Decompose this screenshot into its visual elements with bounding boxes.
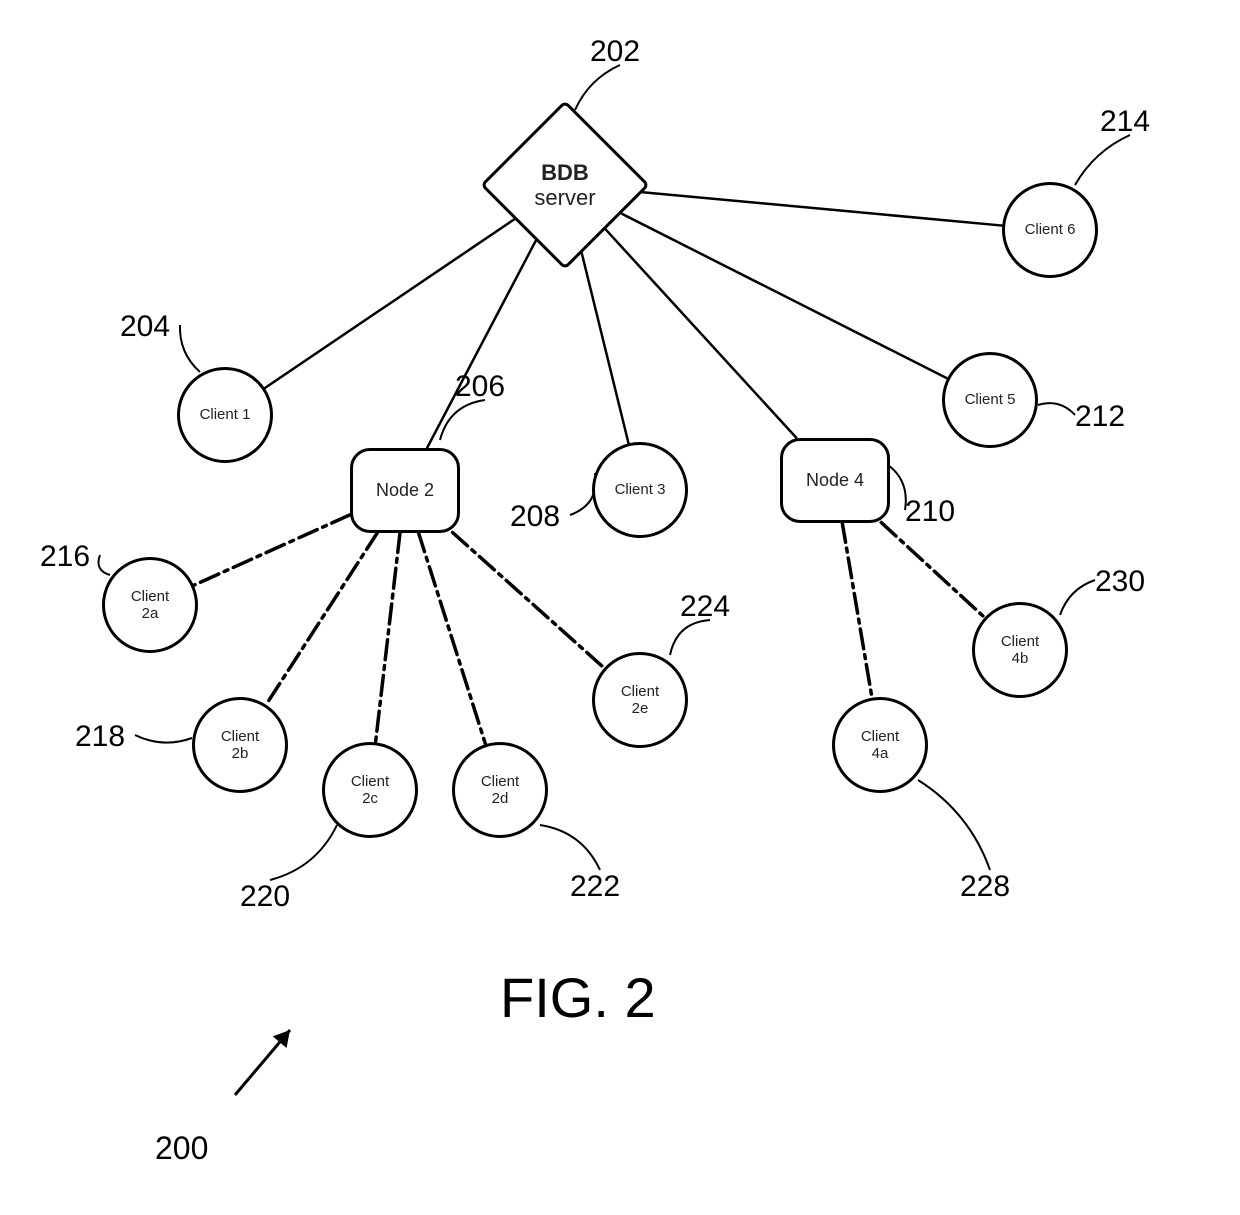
node-label-server: BDBserver — [534, 160, 595, 211]
callout-204: 204 — [120, 310, 170, 344]
node-client4a: Client 4a — [832, 697, 928, 793]
node-client5: Client 5 — [942, 352, 1038, 448]
node-label-client2d: Client 2d — [481, 773, 519, 808]
edge-node4-client4a — [842, 523, 872, 698]
callout-224: 224 — [680, 590, 730, 624]
node-client2b: Client 2b — [192, 697, 288, 793]
node-node4: Node 4 — [780, 438, 890, 523]
node-label-node2: Node 2 — [376, 480, 434, 501]
callout-208: 208 — [510, 500, 560, 534]
figure-system-label: 200 — [155, 1130, 208, 1167]
callout-206: 206 — [455, 370, 505, 404]
figure-arrow-shaft — [235, 1030, 290, 1095]
node-label-server-line2: server — [534, 185, 595, 210]
edge-node2-client2a — [194, 515, 350, 585]
leader-228 — [918, 780, 990, 870]
leader-216 — [98, 555, 110, 575]
callout-230: 230 — [1095, 565, 1145, 599]
callout-220: 220 — [240, 880, 290, 914]
node-label-client4b: Client 4b — [1001, 633, 1039, 668]
edge-node2-client2d — [418, 533, 485, 745]
callout-228: 228 — [960, 870, 1010, 904]
leader-224 — [670, 620, 710, 655]
edge-node4-client4b — [881, 523, 984, 618]
callout-222: 222 — [570, 870, 620, 904]
node-node2: Node 2 — [350, 448, 460, 533]
callout-218: 218 — [75, 720, 125, 754]
edge-server-client6 — [643, 192, 1003, 225]
figure-title: FIG. 2 — [500, 965, 656, 1030]
callout-214: 214 — [1100, 105, 1150, 139]
leader-220 — [270, 825, 337, 880]
callout-212: 212 — [1075, 400, 1125, 434]
node-label-client2b: Client 2b — [221, 728, 259, 763]
edge-node2-client2c — [376, 533, 400, 743]
leader-218 — [135, 735, 192, 743]
callout-210: 210 — [905, 495, 955, 529]
node-label-client4a: Client 4a — [861, 728, 899, 763]
leader-214 — [1075, 135, 1130, 185]
node-server: BDBserver — [480, 100, 650, 270]
node-label-node4: Node 4 — [806, 470, 864, 491]
edge-server-client1 — [265, 219, 515, 388]
diagram-stage: FIG. 2 BDBserver Client 1 Node 2 Client 3 No… — [0, 0, 1240, 1215]
node-label-client5: Client 5 — [965, 391, 1016, 408]
callout-202: 202 — [590, 35, 640, 69]
leader-230 — [1060, 580, 1095, 615]
edge-node2-client2b — [266, 533, 377, 705]
node-label-client2a: Client 2a — [131, 588, 169, 623]
leader-206 — [440, 400, 485, 440]
edge-server-client3 — [582, 253, 629, 443]
node-client2d: Client 2d — [452, 742, 548, 838]
node-client2e: Client 2e — [592, 652, 688, 748]
node-client6: Client 6 — [1002, 182, 1098, 278]
leader-222 — [540, 825, 600, 870]
node-label-client3: Client 3 — [615, 481, 666, 498]
node-client2a: Client 2a — [102, 557, 198, 653]
leader-212 — [1038, 403, 1075, 415]
node-label-client1: Client 1 — [200, 406, 251, 423]
node-label-server-line1: BDB — [541, 160, 589, 185]
edge-server-node2 — [427, 241, 536, 448]
node-client3: Client 3 — [592, 442, 688, 538]
leader-204 — [180, 325, 200, 372]
node-label-client2e: Client 2e — [621, 683, 659, 718]
figure-arrow-head — [273, 1030, 290, 1048]
node-client4b: Client 4b — [972, 602, 1068, 698]
edge-node2-client2e — [453, 533, 605, 669]
node-client1: Client 1 — [177, 367, 273, 463]
node-label-client2c: Client 2c — [351, 773, 389, 808]
edge-server-client5 — [621, 214, 947, 379]
node-client2c: Client 2c — [322, 742, 418, 838]
node-label-client6: Client 6 — [1025, 221, 1076, 238]
callout-216: 216 — [40, 540, 90, 574]
